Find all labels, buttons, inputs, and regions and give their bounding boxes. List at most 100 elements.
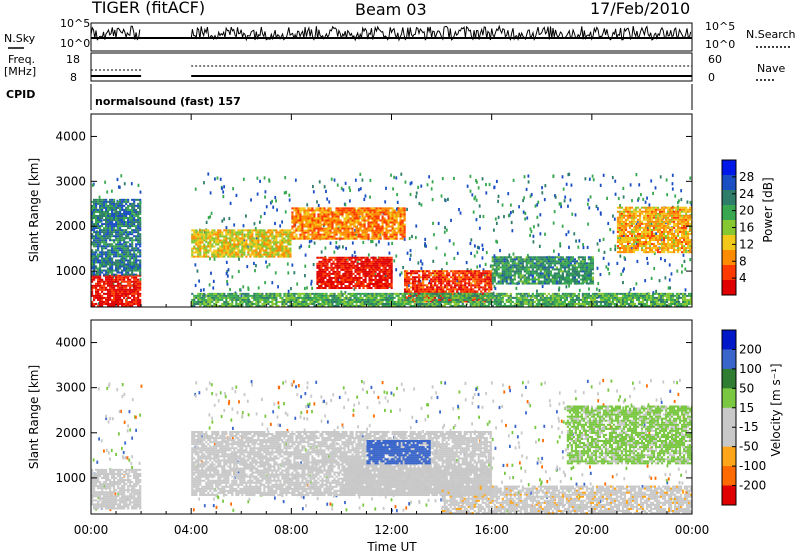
heatmap-cell bbox=[106, 190, 109, 194]
heatmap-cell bbox=[533, 256, 536, 259]
heatmap-cell bbox=[295, 235, 298, 238]
heatmap-cell bbox=[99, 202, 102, 205]
heatmap-cell bbox=[113, 288, 116, 291]
heatmap-cell bbox=[553, 260, 556, 263]
heatmap-cell bbox=[105, 251, 108, 254]
heatmap-cell bbox=[689, 258, 692, 262]
heatmap-cell bbox=[121, 243, 124, 246]
heatmap-cell bbox=[348, 270, 351, 273]
heatmap-cell bbox=[113, 227, 116, 230]
heatmap-cell bbox=[539, 260, 542, 263]
heatmap-cell bbox=[390, 280, 393, 283]
heatmap-cell bbox=[139, 227, 142, 230]
heatmap-cell bbox=[93, 243, 96, 246]
heatmap-cell bbox=[291, 233, 294, 236]
heatmap-cell bbox=[383, 233, 386, 236]
heatmap-cell bbox=[285, 245, 288, 248]
heatmap-cell bbox=[199, 251, 202, 254]
heatmap-cell bbox=[117, 225, 120, 228]
heatmap-cell bbox=[99, 269, 102, 272]
heatmap-cell bbox=[117, 243, 120, 246]
heatmap-cell bbox=[293, 271, 296, 275]
heatmap-cell bbox=[101, 251, 104, 254]
heatmap-cell bbox=[478, 272, 481, 275]
heatmap-cell bbox=[319, 237, 322, 240]
heatmap-cell bbox=[249, 255, 252, 258]
heatmap-cell bbox=[325, 233, 328, 236]
heatmap-cell bbox=[404, 284, 407, 287]
heatmap-cell bbox=[279, 255, 282, 258]
heatmap-cell bbox=[565, 274, 568, 277]
heatmap-cell bbox=[117, 278, 120, 281]
heatmap-cell bbox=[109, 243, 112, 246]
heatmap-cell bbox=[358, 268, 361, 271]
heatmap-cell bbox=[307, 213, 310, 216]
heatmap-cell bbox=[139, 255, 142, 258]
heatmap-cell bbox=[295, 209, 298, 212]
heatmap-cell bbox=[384, 278, 387, 281]
heatmap-cell bbox=[367, 215, 370, 218]
heatmap-cell bbox=[561, 224, 564, 228]
heatmap-cell bbox=[494, 286, 497, 291]
heatmap-cell bbox=[420, 276, 423, 279]
heatmap-cell bbox=[491, 258, 494, 261]
heatmap-cell bbox=[406, 290, 409, 293]
heatmap-cell bbox=[237, 253, 240, 256]
heatmap-cell bbox=[277, 249, 280, 252]
date-title: 17/Feb/2010 bbox=[590, 0, 690, 18]
heatmap-cell bbox=[334, 272, 337, 275]
heatmap-cell bbox=[133, 239, 136, 242]
heatmap-cell bbox=[101, 304, 104, 307]
heatmap-cell bbox=[277, 233, 280, 236]
heatmap-cell bbox=[115, 298, 118, 301]
heatmap-cell bbox=[95, 292, 98, 295]
heatmap-cell bbox=[328, 260, 331, 263]
heatmap-cell bbox=[567, 276, 570, 279]
heatmap-cell bbox=[363, 225, 366, 228]
heatmap-cell bbox=[242, 285, 245, 289]
heatmap-cell bbox=[123, 294, 126, 297]
heatmap-cell bbox=[488, 278, 491, 281]
heatmap-cell bbox=[482, 247, 484, 251]
heatmap-cell bbox=[225, 233, 228, 236]
heatmap-cell bbox=[232, 187, 235, 191]
heatmap-cell bbox=[119, 204, 122, 207]
heatmap-cell bbox=[111, 267, 114, 270]
heatmap-cell bbox=[101, 298, 104, 301]
heatmap-cell bbox=[123, 296, 126, 299]
heatmap-cell bbox=[638, 183, 641, 187]
heatmap-cell bbox=[380, 276, 383, 279]
heatmap-cell bbox=[529, 270, 532, 273]
heatmap-cell bbox=[115, 204, 118, 207]
heatmap-cell bbox=[352, 266, 355, 269]
heatmap-cell bbox=[307, 235, 310, 238]
heatmap-cell bbox=[99, 300, 102, 303]
heatmap-cell bbox=[119, 255, 122, 258]
heatmap-cell bbox=[255, 239, 258, 242]
heatmap-cell bbox=[381, 223, 384, 226]
heatmap-cell bbox=[191, 253, 194, 256]
heatmap-cell bbox=[341, 237, 344, 240]
heatmap-cell bbox=[320, 268, 323, 271]
heatmap-cell bbox=[131, 284, 134, 287]
heatmap-cell bbox=[391, 213, 394, 216]
heatmap-cell bbox=[342, 262, 345, 265]
heatmap-cell bbox=[549, 278, 552, 281]
heatmap-cell bbox=[332, 287, 335, 290]
heatmap-cell bbox=[537, 268, 540, 271]
heatmap-cell bbox=[561, 274, 564, 277]
heatmap-cell bbox=[359, 221, 362, 224]
heatmap-cell bbox=[125, 263, 128, 266]
heatmap-cell bbox=[539, 272, 542, 275]
heatmap-cell bbox=[543, 278, 546, 281]
heatmap-cell bbox=[133, 202, 136, 205]
heatmap-cell bbox=[471, 193, 474, 197]
heatmap-cell bbox=[370, 270, 373, 273]
heatmap-cell bbox=[91, 212, 94, 215]
heatmap-cell bbox=[309, 209, 312, 212]
heatmap-cell bbox=[113, 255, 116, 258]
heatmap-cell bbox=[442, 280, 445, 283]
heatmap-cell bbox=[464, 270, 467, 273]
heatmap-cell bbox=[91, 217, 94, 220]
heatmap-cell bbox=[422, 276, 425, 279]
